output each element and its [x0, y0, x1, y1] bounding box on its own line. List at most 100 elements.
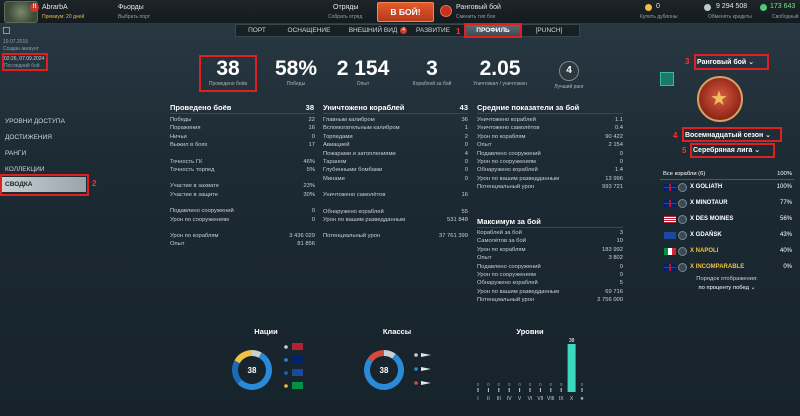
- col2-row-label: Тараном: [323, 159, 347, 165]
- col1-row-value: 3 436 029: [289, 233, 315, 239]
- clan-logo[interactable]: [4, 1, 38, 23]
- last-battle-label: Последний бой: [4, 63, 40, 69]
- sidebar-item-ranks[interactable]: РАНГИ: [5, 150, 27, 157]
- annotation-1: 1: [456, 27, 461, 36]
- col2-row-label: Потенциальный урон: [323, 233, 381, 240]
- tab-clan[interactable]: [PUNCH]: [535, 27, 563, 34]
- battle-mode[interactable]: Ранговый бой: [456, 4, 501, 11]
- legend-flag-eu-icon: [292, 382, 303, 389]
- classes-chart: 38: [364, 350, 431, 390]
- col4-row-value: 3 802: [608, 255, 623, 262]
- tab-equipment[interactable]: ОСНАЩЕНИЕ: [287, 27, 331, 34]
- sidebar-item-summary[interactable]: СВОДКА: [2, 177, 86, 192]
- sidebar-item-achievements[interactable]: ДОСТИЖЕНИЯ: [5, 134, 52, 141]
- col4-row-value: 5: [619, 280, 623, 287]
- level-bar: [519, 388, 521, 392]
- col1-row-label: Выжил в боях: [170, 142, 208, 149]
- legend-battleship-icon: [421, 381, 431, 385]
- ship-row[interactable]: X INCOMPARABLE 0%: [660, 261, 794, 274]
- donut-slice-us: [252, 350, 262, 358]
- col2-row-label: Торпедами: [323, 133, 353, 140]
- col3-row-value: 0.4: [614, 125, 623, 132]
- legend-dot-eu: [284, 384, 288, 388]
- level-tick-label: IV: [507, 396, 512, 402]
- col2-row-value: 0: [464, 175, 468, 182]
- kills-per-battle: 3: [426, 57, 438, 80]
- col2-row-label: Пожарами и затоплениями: [323, 150, 396, 157]
- legend-dot-destroyer: [414, 353, 418, 357]
- col1-title-value: 38: [305, 103, 314, 112]
- col4-row-label: Потенциальный урон: [477, 297, 535, 304]
- col4-divider: [477, 227, 623, 228]
- tab-appearance[interactable]: ВНЕШНИЙ ВИД: [348, 27, 398, 34]
- buy-doubloons-link[interactable]: Купить дублоны: [640, 14, 678, 20]
- col4-row-label: Кораблей за бой: [477, 230, 522, 236]
- nations-center-label: 38: [248, 366, 257, 375]
- battles-count: 38: [216, 57, 240, 80]
- ship-name: X INCOMPARABLE: [690, 264, 745, 270]
- tab-research[interactable]: РАЗВИТИЕ: [415, 27, 451, 34]
- ship-row[interactable]: X MINOTAUR 77%: [660, 197, 794, 210]
- level-bar: [539, 388, 541, 392]
- col1-row-label: Участие в захвате: [170, 183, 219, 190]
- rank-emblem-icon: ★: [697, 76, 743, 122]
- levels-chart: 0 I 0 II 0 III 0 IV 0 V 0 VI 0 VII 0 VIII 0 IX 38 X 0 ★: [477, 338, 585, 402]
- kills-per-battle-label: Кораблей за бой: [412, 81, 452, 87]
- sidebar-item-access-levels[interactable]: УРОВНИ ДОСТУПА: [5, 118, 65, 125]
- chevron-down-icon: ⌄: [748, 59, 755, 66]
- battle-button[interactable]: В БОЙ!: [377, 2, 434, 22]
- avg-xp-label: Опыт: [356, 81, 370, 87]
- premium-status[interactable]: Премиум: 20 дней: [42, 14, 85, 20]
- tab-port[interactable]: ПОРТ: [248, 27, 266, 34]
- col1-row-value: 0: [311, 208, 315, 215]
- level-bar-value: 0: [529, 382, 532, 387]
- port-selector[interactable]: Фьорды: [118, 4, 144, 11]
- col1-divider: [170, 113, 315, 114]
- col3-row-value: 13 996: [605, 175, 623, 182]
- ship-winrate: 56%: [779, 216, 792, 222]
- appearance-badge: 4: [400, 27, 407, 34]
- ship-row[interactable]: X GDAŃSK 43%: [660, 229, 794, 242]
- ship-row[interactable]: X GOLIATH 100%: [660, 181, 794, 194]
- ranked-icon[interactable]: [440, 5, 452, 17]
- highlight-mode-dropdown: [694, 54, 769, 70]
- mode-dropdown[interactable]: Ранговый бой ⌄: [697, 58, 754, 66]
- col1-row-label: Поражения: [170, 125, 201, 132]
- col2-row-value: 37 761 399: [438, 233, 468, 240]
- donut-slice-uk: [237, 352, 272, 390]
- ship-row[interactable]: X NAPOLI 40%: [660, 245, 794, 258]
- league-dropdown[interactable]: Серебряная лига ⌄: [693, 146, 760, 154]
- legend-flag-uk-icon: [292, 356, 303, 363]
- ship-name: X DES MOINES: [690, 216, 734, 222]
- ship-class-icon: [678, 199, 687, 208]
- col3-row-label: Урон по сооружениям: [477, 159, 536, 165]
- ship-row[interactable]: X DES MOINES 56%: [660, 213, 794, 226]
- squad-button[interactable]: Отряды: [333, 4, 359, 11]
- sort-dropdown[interactable]: по проценту побед ⌄: [660, 285, 794, 291]
- nation-flag-icon: [664, 264, 676, 271]
- col2-row-label: Авиацией: [323, 142, 350, 149]
- level-bar-value: 0: [581, 382, 584, 387]
- col3-row-label: Подавлено сооружений: [477, 150, 541, 157]
- highlight-last-battle: [2, 53, 48, 71]
- port-selector-sub: Выбрать порт: [118, 14, 150, 20]
- legend-flag-it-icon: [292, 369, 303, 376]
- player-name[interactable]: AbrarbA: [42, 4, 68, 11]
- annotation-3: 3: [685, 57, 690, 66]
- free-xp-value: 173 643: [770, 3, 796, 10]
- col4-row-label: Урон по вашим разведданным: [477, 288, 560, 295]
- sidebar-item-collections[interactable]: КОЛЛЕКЦИИ: [5, 166, 45, 173]
- levels-chart-title: Уровни: [516, 327, 544, 336]
- tab-profile[interactable]: ПРОФИЛЬ: [465, 25, 521, 37]
- col4-row-label: Урон по сооружениям: [477, 272, 536, 278]
- col2-row-label: Главным калибром: [323, 117, 375, 123]
- ship-winrate: 43%: [779, 232, 792, 238]
- col3-row-value: 1.4: [614, 167, 623, 174]
- level-tick-label: II: [487, 396, 490, 402]
- season-dropdown[interactable]: Восемнадцатый сезон ⌄: [685, 131, 771, 139]
- free-xp-icon: [760, 4, 767, 11]
- col3-row-label: Урон по кораблям: [477, 133, 526, 140]
- level-bar-value: 0: [487, 382, 490, 387]
- exchange-credits-link[interactable]: Обменять кредиты: [708, 14, 752, 20]
- level-bar: [567, 344, 576, 392]
